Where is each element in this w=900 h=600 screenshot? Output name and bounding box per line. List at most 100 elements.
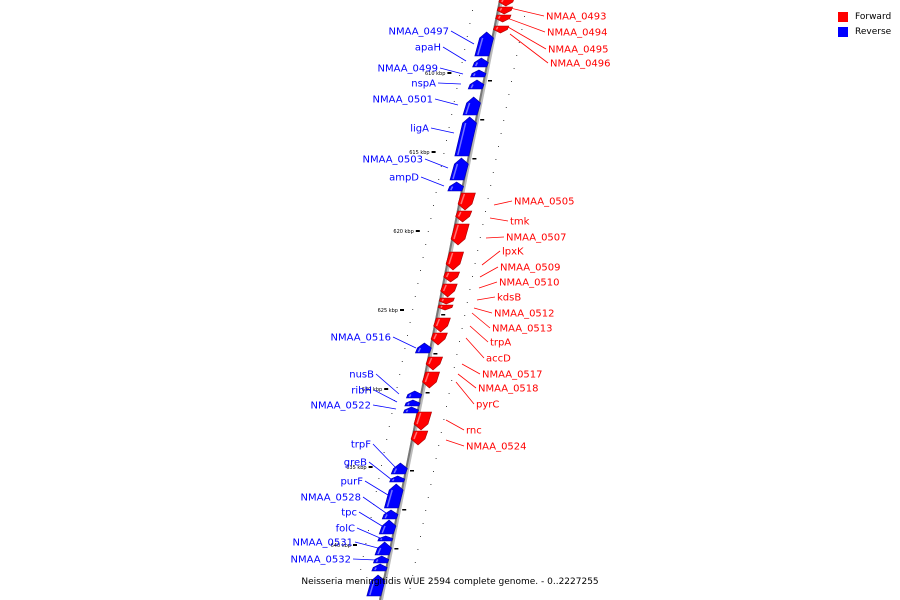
- gene-block: [493, 25, 510, 34]
- axis-dot: [479, 237, 481, 238]
- gene-highlight: [452, 163, 459, 180]
- tick-label: 640 kbp: [331, 543, 351, 549]
- axis-dot: [490, 185, 492, 186]
- gene-highlight: [499, 7, 503, 11]
- gene-highlight: [497, 15, 501, 19]
- axis-dot: [498, 146, 499, 147]
- gene-highlight: [377, 547, 382, 555]
- gene-block: [445, 251, 465, 271]
- major-tick: [415, 230, 420, 232]
- gene-block: [433, 317, 451, 333]
- forward-gene-label: trpA: [490, 338, 511, 349]
- axis-dot: [399, 374, 401, 375]
- reverse-leader: [442, 46, 467, 62]
- gene-block: [447, 181, 464, 192]
- axis-dot: [438, 179, 440, 180]
- forward-leader: [506, 17, 546, 33]
- gene-block: [440, 283, 458, 298]
- reverse-leader: [356, 527, 381, 539]
- gene-highlight: [433, 333, 438, 340]
- gene-highlight: [374, 567, 377, 571]
- reverse-leader: [450, 30, 475, 45]
- gene-highlight: [440, 305, 443, 308]
- reverse-gene-label: nspA: [411, 79, 436, 90]
- minor-tick: [394, 548, 399, 550]
- forward-leader: [461, 363, 481, 375]
- axis-dot: [435, 192, 437, 193]
- reverse-leader: [424, 158, 449, 169]
- legend-item-forward: Forward: [838, 9, 891, 24]
- axis-dot: [414, 562, 416, 563]
- axis-dot: [524, 16, 525, 17]
- gene-block: [405, 390, 423, 399]
- axis-dot: [459, 341, 460, 342]
- minor-tick: [472, 158, 477, 160]
- legend-label-reverse: Reverse: [855, 26, 892, 37]
- axis-dot: [443, 419, 445, 420]
- reverse-swatch: [838, 26, 848, 37]
- axis-dot: [440, 166, 442, 167]
- gene-highlight: [472, 73, 476, 77]
- forward-gene-label: NMAA_0505: [514, 197, 575, 208]
- gene-highlight: [393, 468, 398, 474]
- reverse-leader: [437, 82, 462, 85]
- gene-highlight: [445, 272, 450, 278]
- reverse-gene-label: NMAA_0532: [290, 555, 351, 566]
- axis-dot: [446, 140, 447, 141]
- reverse-leader: [362, 496, 387, 514]
- tick-label: 610 kbp: [425, 71, 445, 77]
- gene-highlight: [416, 412, 422, 425]
- gene-highlight: [386, 489, 393, 508]
- reverse-leader: [364, 480, 389, 496]
- axis-dot: [446, 406, 447, 407]
- legend: Forward Reverse: [838, 9, 891, 39]
- gene-block: [374, 541, 392, 556]
- forward-leader: [507, 26, 547, 50]
- axis-dot: [417, 283, 419, 284]
- reverse-gene-label: NMAA_0497: [388, 27, 449, 38]
- axis-dot: [440, 432, 442, 433]
- gene-highlight: [435, 318, 441, 327]
- axis-dot: [492, 172, 494, 173]
- forward-gene-label: rnc: [466, 426, 482, 437]
- forward-gene-label: NMAA_0507: [506, 233, 567, 244]
- axis-dot: [420, 536, 421, 537]
- reverse-gene-label: NMAA_0522: [310, 401, 371, 412]
- axis-dot: [461, 62, 463, 63]
- axis-dot: [495, 159, 497, 160]
- reverse-leader: [420, 176, 445, 187]
- gene-block: [390, 462, 408, 475]
- gene-block: [470, 69, 487, 78]
- genome-caption: Neisseria meningitidis WUE 2594 complete…: [301, 577, 599, 587]
- gene-block: [402, 406, 419, 414]
- axis-dot: [368, 530, 369, 531]
- gene-block: [455, 210, 473, 223]
- axis-dot: [451, 114, 453, 115]
- axis-dot: [474, 263, 476, 264]
- gene-block: [467, 79, 485, 90]
- forward-gene-label: pyrC: [476, 400, 499, 411]
- reverse-leader: [372, 443, 397, 469]
- forward-gene-label: NMAA_0494: [547, 28, 608, 39]
- gene-block: [366, 574, 386, 597]
- axis-dot: [477, 250, 479, 251]
- reverse-gene-label: nusB: [349, 370, 374, 381]
- gene-block: [371, 563, 388, 572]
- forward-gene-label: NMAA_0510: [499, 278, 560, 289]
- gene-block: [496, 6, 514, 15]
- reverse-gene-label: NMAA_0499: [377, 64, 438, 75]
- reverse-leader: [352, 558, 377, 561]
- forward-gene-label: kdsB: [497, 293, 521, 304]
- gene-highlight: [457, 211, 462, 217]
- tick-label: 635 kbp: [346, 465, 366, 471]
- reverse-gene-label: NMAA_0531: [292, 538, 353, 549]
- gene-highlight: [428, 357, 433, 365]
- legend-label-forward: Forward: [855, 11, 892, 22]
- axis-dot: [443, 153, 445, 154]
- tick-label: 625 kbp: [378, 308, 398, 314]
- tick-label: 615 kbp: [409, 150, 429, 156]
- forward-leader: [476, 296, 496, 301]
- gene-block: [438, 297, 455, 305]
- axis-dot: [370, 517, 372, 518]
